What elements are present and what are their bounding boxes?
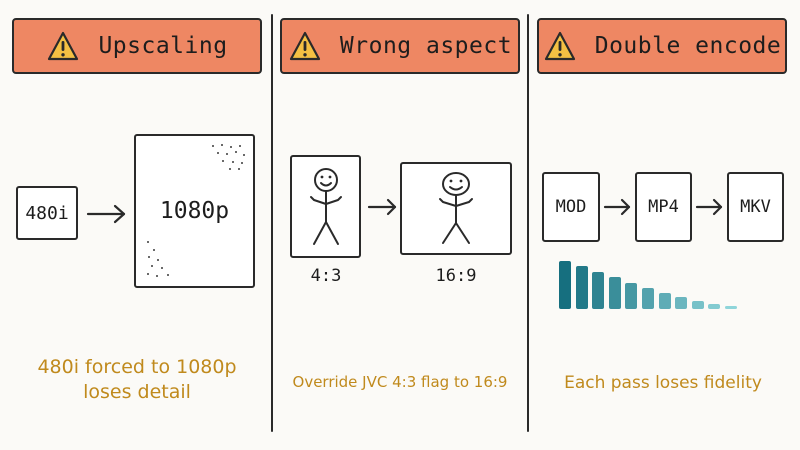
stage-mp4-label: MP4 <box>648 197 679 217</box>
panel-divider-1 <box>271 14 273 432</box>
fidelity-bar <box>675 297 688 309</box>
ratio-16x9-label: 16:9 <box>435 266 477 286</box>
stage-mkv-box: MKV <box>727 172 784 242</box>
wrong-aspect-title: Wrong aspect <box>339 33 513 59</box>
frame-4x3-box <box>290 155 361 258</box>
upscaling-caption-line-2: loses detail <box>83 380 191 403</box>
fidelity-bar <box>725 306 737 309</box>
double-encode-caption: Each pass loses fidelity <box>564 373 762 393</box>
panel-divider-2 <box>527 14 529 432</box>
stick-figure-icon <box>309 167 342 245</box>
stage-mod-box: MOD <box>542 172 600 242</box>
upscaling-caption-line-1: 480i forced to 1080p <box>37 356 237 378</box>
warning-icon <box>289 31 321 61</box>
aspect-arrow-icon <box>367 198 397 216</box>
frame-16x9-box <box>400 162 512 255</box>
stage-mp4-box: MP4 <box>635 172 692 242</box>
wrong-aspect-caption: Override JVC 4:3 flag to 16:9 <box>292 373 508 391</box>
fidelity-bar <box>658 293 671 309</box>
source-480i-box: 480i <box>16 186 78 240</box>
fidelity-bar <box>642 287 654 309</box>
wrong-aspect-banner: Wrong aspect <box>280 18 520 74</box>
target-1080p-box: 1080p <box>134 134 255 288</box>
source-480i-label: 480i <box>25 202 69 224</box>
upscaling-title: Upscaling <box>98 33 228 59</box>
encode-arrow-2-icon <box>695 198 723 216</box>
noise-dots-top-icon <box>212 144 245 170</box>
stretched-stick-figure-icon <box>439 171 473 244</box>
upscale-arrow-icon <box>86 204 126 224</box>
warning-icon <box>544 31 575 61</box>
ratio-4x3-label: 4:3 <box>310 266 342 286</box>
upscaling-banner: Upscaling <box>12 18 262 74</box>
encode-arrow-1-icon <box>603 198 631 216</box>
fidelity-bar <box>608 277 621 309</box>
stage-mkv-label: MKV <box>740 197 771 217</box>
fidelity-bar <box>592 271 605 309</box>
stage-mod-label: MOD <box>555 197 587 217</box>
fidelity-bar <box>691 301 704 309</box>
fidelity-bar <box>625 282 638 309</box>
target-1080p-label: 1080p <box>159 198 230 224</box>
double-encode-title: Double encode <box>594 33 782 59</box>
noise-dots-bottom-icon <box>147 241 169 277</box>
fidelity-bar <box>575 265 588 309</box>
fidelity-bar <box>708 304 721 309</box>
double-encode-banner: Double encode <box>537 18 787 74</box>
upscaling-caption: 480i forced to 1080p loses detail <box>14 355 260 404</box>
warning-icon <box>48 31 79 61</box>
fidelity-bar <box>559 261 571 309</box>
